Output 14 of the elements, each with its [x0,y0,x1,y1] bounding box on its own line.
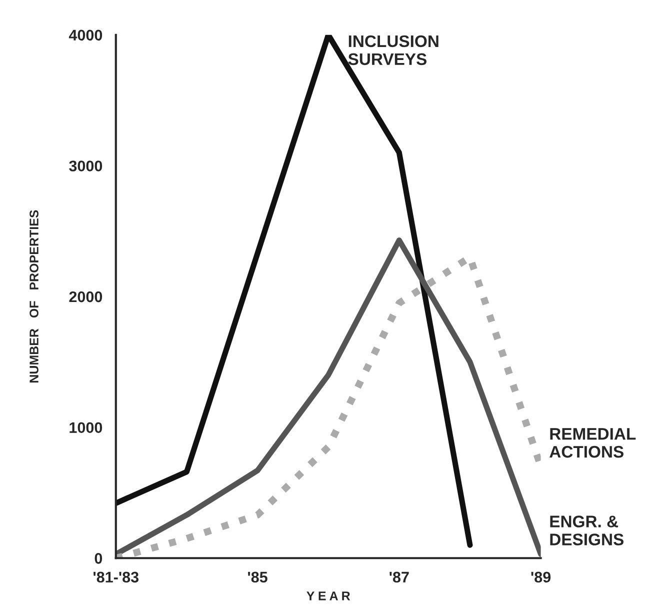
x-axis-title: Y E A R [306,592,350,600]
y-tick-label: 0 [94,553,102,564]
y-tick-label: 4000 [68,30,102,41]
x-tick-label: '85 [248,572,268,583]
y-tick-label: 2000 [69,291,102,302]
series-label: ENGR. & DESIGNS [550,516,624,546]
series-label: INCLUSION SURVEYS [348,35,438,66]
x-tick-label: '89 [531,572,551,583]
series-label: REMEDIAL ACTIONS [550,428,636,458]
y-tick-label: 1000 [70,422,102,434]
y-tick-label: 3000 [69,160,102,172]
x-tick-label: '81-'83 [94,572,139,583]
y-axis-title: NUMBER OF PROPERTIES [30,210,38,382]
x-tick-label: '87 [390,572,409,583]
